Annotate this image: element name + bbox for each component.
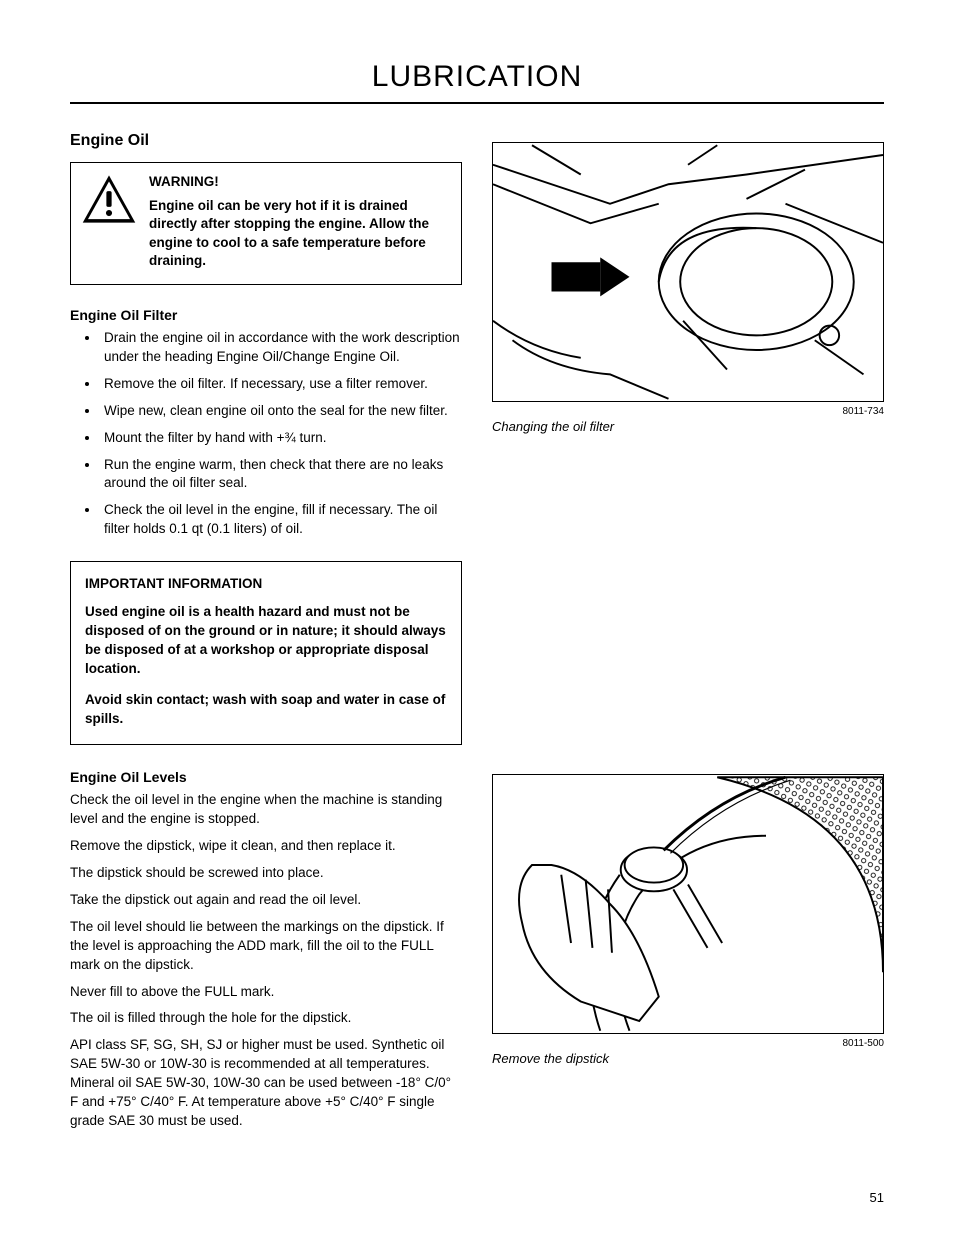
important-info-p1: Used engine oil is a health hazard and m… [85,603,447,679]
figure-oil-filter: 8011-734 Changing the oil filter [492,142,884,434]
figure-ref: 8011-500 [842,1038,884,1049]
important-info-title: IMPORTANT INFORMATION [85,576,447,591]
filter-heading: Engine Oil Filter [70,307,462,323]
figure-caption: Remove the dipstick [492,1051,884,1066]
warning-text: WARNING! Engine oil can be very hot if i… [149,173,451,270]
warning-icon [81,173,137,225]
levels-p6: Never fill to above the FULL mark. [70,983,462,1002]
figure-dipstick: 8011-500 Remove the dipstick [492,774,884,1066]
levels-p7: The oil is filled through the hole for t… [70,1009,462,1028]
warning-title: WARNING! [149,173,451,191]
levels-p1: Check the oil level in the engine when t… [70,791,462,829]
levels-p4: Take the dipstick out again and read the… [70,891,462,910]
dipstick-illustration [493,775,883,1033]
levels-p3: The dipstick should be screwed into plac… [70,864,462,883]
list-item: Run the engine warm, then check that the… [100,456,462,494]
levels-p2: Remove the dipstick, wipe it clean, and … [70,837,462,856]
oil-filter-illustration [493,143,883,401]
filter-bullets: Drain the engine oil in accordance with … [70,329,462,539]
warning-box: WARNING! Engine oil can be very hot if i… [70,162,462,285]
list-item: Wipe new, clean engine oil onto the seal… [100,402,462,421]
figure-ref: 8011-734 [842,406,884,417]
figure-frame [492,774,884,1034]
right-column: 8011-734 Changing the oil filter [492,132,884,1139]
engine-oil-heading: Engine Oil [70,132,462,150]
list-item: Remove the oil filter. If necessary, use… [100,375,462,394]
page-number: 51 [870,1190,884,1205]
content-columns: Engine Oil WARNING! Engine oil can be ve… [70,132,884,1139]
page-title: LUBRICATION [70,60,884,104]
levels-heading: Engine Oil Levels [70,769,462,785]
levels-p5: The oil level should lie between the mar… [70,918,462,975]
warning-body: Engine oil can be very hot if it is drai… [149,197,451,270]
important-info-p2: Avoid skin contact; wash with soap and w… [85,691,447,729]
list-item: Drain the engine oil in accordance with … [100,329,462,367]
spacer [492,474,884,774]
left-column: Engine Oil WARNING! Engine oil can be ve… [70,132,462,1139]
levels-p8: API class SF, SG, SH, SJ or higher must … [70,1036,462,1130]
important-info-box: IMPORTANT INFORMATION Used engine oil is… [70,561,462,745]
figure-caption: Changing the oil filter [492,419,884,434]
figure-frame [492,142,884,402]
list-item: Check the oil level in the engine, fill … [100,501,462,539]
list-item: Mount the filter by hand with +¾ turn. [100,429,462,448]
